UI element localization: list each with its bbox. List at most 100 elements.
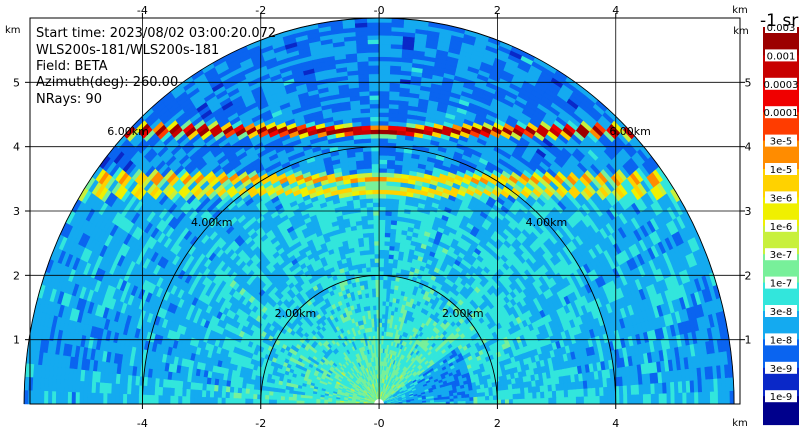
data-cell: [631, 393, 636, 405]
data-cell: [371, 180, 380, 186]
data-cell: [386, 159, 396, 165]
data-cell: [382, 292, 387, 298]
data-cell: [623, 394, 628, 405]
data-cell: [378, 300, 383, 306]
data-cell: [381, 322, 385, 328]
data-cell: [370, 154, 380, 161]
data-cell: [378, 292, 384, 298]
data-cell: [378, 103, 390, 109]
data-cell: [378, 253, 385, 259]
data-cell: [378, 317, 383, 323]
data-cell: [387, 262, 394, 268]
data-cell: [367, 39, 380, 45]
data-cell: [504, 388, 510, 395]
data-cell: [372, 206, 380, 212]
data-cell: [378, 129, 389, 135]
data-cell: [375, 309, 380, 315]
data-cell: [690, 391, 695, 405]
data-cell: [378, 214, 386, 221]
data-cell: [385, 180, 394, 187]
data-cell: [367, 56, 380, 62]
data-cell: [372, 210, 380, 216]
data-cell: [366, 279, 372, 285]
data-cell: [378, 34, 392, 41]
data-cell: [390, 279, 396, 286]
data-cell: [717, 390, 723, 405]
data-cell: [366, 21, 380, 28]
data-cell: [369, 103, 380, 109]
data-cell: [370, 270, 376, 276]
data-cell: [363, 159, 372, 165]
data-cell: [368, 94, 380, 101]
data-cell: [378, 287, 384, 293]
data-cell: [367, 47, 380, 53]
data-cell: [378, 189, 387, 195]
data-cell: [378, 283, 384, 289]
data-cell: [615, 394, 621, 405]
data-cell: [371, 189, 380, 195]
data-cell: [364, 185, 373, 191]
data-cell: [383, 240, 390, 247]
data-cell: [571, 388, 577, 398]
data-cell: [378, 39, 392, 45]
data-cell: [381, 305, 386, 311]
data-cell: [369, 120, 380, 126]
data-cell: [378, 210, 386, 216]
data-cell: [365, 193, 373, 199]
data-cell: [378, 163, 388, 169]
data-cell: [619, 394, 624, 405]
data-cell: [386, 163, 395, 170]
data-cell: [729, 390, 735, 405]
data-cell: [378, 206, 386, 212]
data-cell: [382, 287, 387, 294]
data-cell: [369, 253, 375, 259]
data-cell: [386, 279, 392, 285]
data-cell: [373, 249, 380, 255]
data-cell: [384, 210, 392, 217]
data-cell: [527, 386, 533, 393]
data-cell: [367, 69, 380, 75]
data-cell: [560, 396, 565, 405]
data-cell: [721, 390, 727, 405]
data-cell: [646, 393, 652, 405]
data-cell: [385, 189, 394, 195]
data-cell: [367, 227, 374, 234]
data-cell: [371, 176, 380, 182]
data-cell: [368, 245, 375, 251]
data-cell: [378, 159, 388, 165]
data-cell: [686, 391, 692, 405]
data-cell: [382, 279, 388, 285]
data-cell: [368, 86, 380, 92]
data-cell: [378, 313, 383, 319]
data-cell: [366, 26, 380, 32]
data-cell: [516, 392, 522, 400]
data-cell: [524, 392, 530, 399]
data-cell: [378, 90, 390, 96]
data-cell: [381, 300, 387, 306]
data-cell: [662, 392, 668, 405]
data-cell: [603, 386, 609, 396]
data-cell: [504, 393, 510, 400]
data-cell: [378, 51, 391, 58]
data-cell: [385, 176, 395, 182]
data-cell: [378, 64, 391, 71]
data-cell: [372, 197, 380, 203]
data-cell: [374, 270, 380, 276]
data-cell: [512, 393, 518, 400]
data-cell: [368, 99, 380, 105]
data-cell: [371, 283, 376, 289]
data-cell: [378, 94, 390, 101]
data-cell: [603, 394, 609, 405]
data-cell: [367, 223, 374, 229]
data-cell: [378, 21, 392, 28]
data-cell: [378, 232, 385, 238]
data-cell: [378, 73, 391, 79]
data-cell: [709, 390, 715, 405]
data-cell: [378, 266, 384, 272]
data-cell: [368, 90, 380, 96]
data-cell: [371, 172, 380, 178]
data-cell: [666, 392, 672, 405]
data-cell: [378, 81, 390, 88]
data-cell: [367, 232, 375, 238]
